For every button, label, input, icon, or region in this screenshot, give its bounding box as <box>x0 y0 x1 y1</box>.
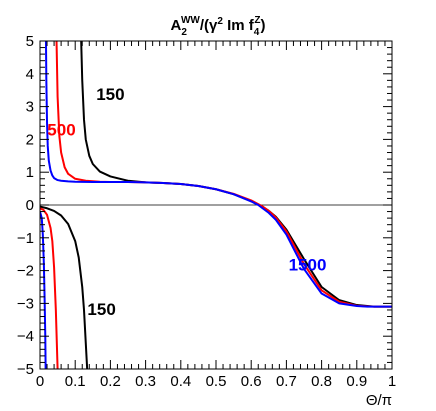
title-sup: WW <box>181 15 200 26</box>
x-tick-label: 1 <box>388 373 396 390</box>
y-tick-label: −1 <box>17 230 34 247</box>
title-sub: 2 <box>181 27 187 38</box>
curve-label: 500 <box>47 120 75 139</box>
y-tick-label: 2 <box>26 131 34 148</box>
x-tick-label: 0.9 <box>346 373 367 390</box>
curve-label: 150 <box>96 85 124 104</box>
y-tick-label: 4 <box>26 66 34 83</box>
y-tick-label: −3 <box>17 295 34 312</box>
y-tick-label: −5 <box>17 361 34 378</box>
x-tick-label: 0.7 <box>276 373 297 390</box>
x-axis-label: Θ/π <box>366 392 392 409</box>
x-tick-label: 0.6 <box>241 373 262 390</box>
x-tick-label: 0.2 <box>100 373 121 390</box>
x-tick-label: 0.1 <box>65 373 86 390</box>
curve-label: 150 <box>87 300 115 319</box>
series-line-black-upper <box>80 41 392 308</box>
series-line-blue-upper <box>44 41 392 308</box>
y-tick-label: −4 <box>17 328 34 345</box>
x-tick-label: 0 <box>36 373 44 390</box>
y-tick-label: 3 <box>26 99 34 116</box>
curve-label: 1500 <box>289 256 327 275</box>
x-tick-label: 0.3 <box>135 373 156 390</box>
y-tick-label: 5 <box>26 33 34 50</box>
y-tick-label: 1 <box>26 164 34 181</box>
chart-title: A2WW/(γ2 Im f4Z) <box>171 15 266 38</box>
x-tick-label: 0.5 <box>206 373 227 390</box>
y-tick-label: −2 <box>17 263 34 280</box>
x-tick-label: 0.4 <box>170 373 191 390</box>
series-line-black-lower <box>40 205 89 369</box>
series-line-red-lower <box>40 207 59 369</box>
y-tick-label: 0 <box>26 197 34 214</box>
x-tick-label: 0.8 <box>311 373 332 390</box>
